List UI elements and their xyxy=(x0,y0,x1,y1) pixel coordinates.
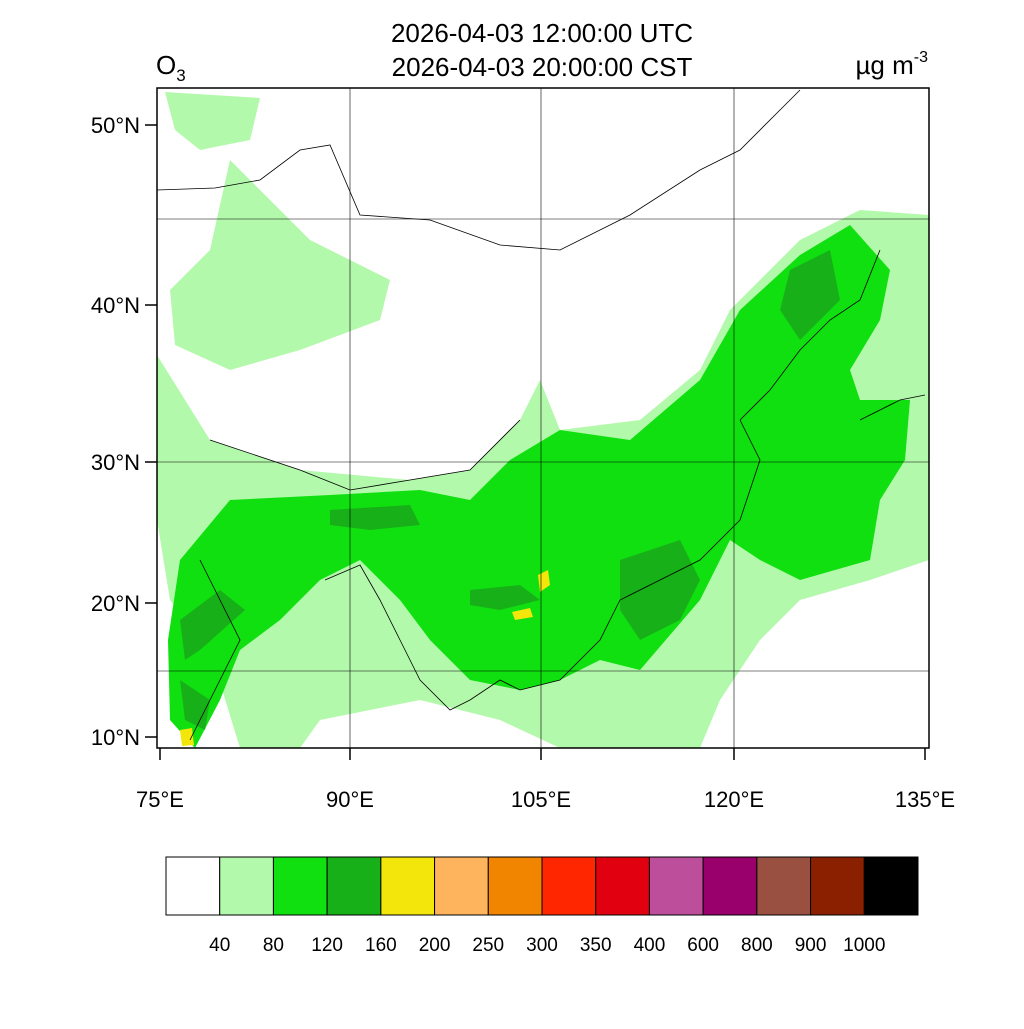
lon-label: 75°E xyxy=(136,787,184,812)
colorbar-label: 120 xyxy=(311,935,343,956)
units: µg m-3 xyxy=(855,49,928,80)
colorbar-swatch xyxy=(380,856,436,916)
colorbar-label: 200 xyxy=(419,935,451,956)
colorbar-swatch xyxy=(756,856,812,916)
field-region xyxy=(180,250,840,730)
lat-label: 40°N xyxy=(91,293,140,318)
colorbar-label: 1000 xyxy=(843,935,885,956)
lat-label: 20°N xyxy=(91,591,140,616)
lon-label: 135°E xyxy=(895,787,955,812)
lat-label: 50°N xyxy=(91,113,140,138)
variable-name: O3 xyxy=(156,50,186,85)
map-frame xyxy=(156,87,930,749)
units-base: µg m xyxy=(855,50,913,80)
colorbar-swatch xyxy=(219,856,274,916)
colorbar-swatch xyxy=(595,856,650,916)
colorbar-swatch xyxy=(326,856,382,916)
colorbar-label: 250 xyxy=(472,935,504,956)
lat-label: 30°N xyxy=(91,450,140,475)
colorbar-label: 900 xyxy=(795,935,827,956)
lon-label: 120°E xyxy=(704,787,764,812)
colorbar-label: 80 xyxy=(263,935,284,956)
variable-base: O xyxy=(156,50,176,80)
lon-label: 90°E xyxy=(326,787,374,812)
colorbar-label: 160 xyxy=(365,935,397,956)
colorbar-swatch xyxy=(541,856,597,916)
title-line: 2026-04-03 12:00:00 UTC xyxy=(391,18,693,48)
field-region xyxy=(168,225,910,748)
colorbar-swatch xyxy=(487,856,543,916)
concentration-field xyxy=(157,88,929,748)
title-line: 2026-04-03 20:00:00 CST xyxy=(392,52,693,82)
borders xyxy=(157,89,926,741)
colorbar-swatch xyxy=(434,856,489,916)
graticule xyxy=(157,88,929,748)
colorbar-label: 400 xyxy=(634,935,666,956)
colorbar-label: 350 xyxy=(580,935,612,956)
colorbar-swatch xyxy=(272,856,328,916)
colorbar-label: 800 xyxy=(741,935,773,956)
colorbar-label: 40 xyxy=(209,935,230,956)
colorbar-swatch xyxy=(863,856,919,916)
units-sup: -3 xyxy=(914,49,928,66)
colorbar-label: 300 xyxy=(526,935,558,956)
colorbar-swatch xyxy=(810,856,865,916)
lat-label: 10°N xyxy=(91,725,140,750)
colorbar-swatch xyxy=(165,856,221,916)
colorbar: 40 80 120 160 200 250 300 350 400 600 800 900 1000 xyxy=(165,856,919,956)
colorbar-label: 600 xyxy=(687,935,719,956)
colorbar-swatch xyxy=(702,856,758,916)
lon-label: 105°E xyxy=(511,787,571,812)
colorbar-swatch xyxy=(648,856,704,916)
map-axes: 50°N 40°N 30°N 20°N 10°N 75°E 90°E 105°E 120°E 13… xyxy=(91,113,955,812)
variable-sub: 3 xyxy=(176,66,185,85)
